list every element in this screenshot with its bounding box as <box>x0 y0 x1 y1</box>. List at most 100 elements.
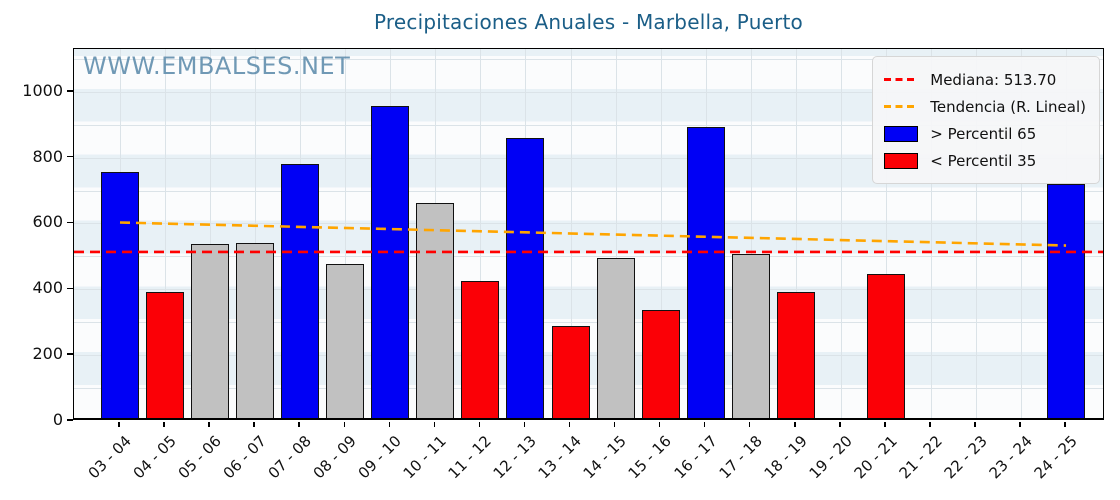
x-tick-label: 23 - 24 <box>985 432 1036 483</box>
x-tick-mark <box>1019 422 1021 427</box>
bar-15-16 <box>641 309 680 418</box>
y-tick-mark <box>67 287 73 290</box>
vertical-gridline <box>345 49 347 418</box>
vertical-gridline <box>885 49 887 418</box>
vertical-gridline <box>1021 49 1022 418</box>
horizontal-gridline <box>74 157 1103 159</box>
x-tick-mark <box>298 422 300 427</box>
x-tick-label: 21 - 22 <box>895 432 946 483</box>
y-tick-label: 400 <box>32 278 63 298</box>
x-tick-mark <box>613 422 616 427</box>
horizontal-gridline <box>74 289 1103 291</box>
vertical-gridline <box>795 49 797 418</box>
vertical-gridline <box>255 49 257 418</box>
x-tick-label: 17 - 18 <box>715 432 766 483</box>
x-tick-label: 22 - 23 <box>940 432 991 483</box>
x-tick-label: 04 - 05 <box>129 432 180 483</box>
x-tick-mark <box>118 422 120 427</box>
vertical-gridline <box>750 49 752 418</box>
x-tick-mark <box>478 422 481 427</box>
legend-item-percentil35: < Percentil 35 <box>884 147 1086 174</box>
percentil65-swatch <box>884 125 919 142</box>
bar-18-19 <box>776 291 815 418</box>
x-tick-label: 18 - 19 <box>760 432 811 483</box>
chart-title: Precipitaciones Anuales - Marbella, Puer… <box>374 10 803 34</box>
trend-line <box>119 221 1067 247</box>
legend-label-median: Mediana: 513.70 <box>930 70 1057 89</box>
x-tick-label: 15 - 16 <box>625 432 676 483</box>
y-tick-label: 0 <box>52 410 63 429</box>
bar-24-25 <box>1047 183 1086 418</box>
x-tick-label: 19 - 20 <box>805 432 856 483</box>
x-tick-mark <box>884 422 886 427</box>
y-tick-label: 200 <box>32 344 63 364</box>
bar-04-05 <box>146 291 185 418</box>
x-tick-mark <box>163 422 165 427</box>
bar-16-17 <box>686 126 725 418</box>
bar-13-14 <box>551 326 590 418</box>
x-tick-label: 05 - 06 <box>174 432 225 483</box>
legend-label-trend: Tendencia (R. Lineal) <box>930 97 1086 116</box>
x-tick-mark <box>343 422 345 427</box>
x-tick-mark <box>388 422 391 427</box>
legend-item-percentil65: > Percentil 65 <box>884 120 1086 147</box>
x-tick-label: 14 - 15 <box>579 432 631 483</box>
vertical-gridline <box>480 49 482 418</box>
x-tick-mark <box>208 422 210 427</box>
y-tick-mark <box>67 353 73 355</box>
x-tick-mark <box>523 422 526 427</box>
x-tick-mark <box>253 422 255 427</box>
vertical-gridline <box>660 49 662 418</box>
legend: Mediana: 513.70 Tendencia (R. Lineal) > … <box>872 56 1100 184</box>
x-tick-mark <box>568 422 571 427</box>
x-tick-label: 12 - 13 <box>489 432 541 483</box>
vertical-gridline <box>975 49 977 418</box>
median-trend-overlay <box>74 221 1103 254</box>
x-tick-label: 08 - 09 <box>309 432 360 483</box>
bar-17-18 <box>731 254 770 418</box>
bar-12-13 <box>506 138 545 418</box>
x-tick-label: 07 - 08 <box>264 432 315 483</box>
x-tick-label: 11 - 12 <box>444 432 496 483</box>
bar-05-06 <box>191 243 230 418</box>
x-tick-mark <box>658 422 661 427</box>
x-tick-mark <box>794 422 796 427</box>
horizontal-gridline <box>74 91 1103 93</box>
horizontal-gridline <box>74 223 1103 225</box>
horizontal-gridline <box>74 322 1103 324</box>
legend-label-percentil65: > Percentil 65 <box>930 124 1037 143</box>
x-tick-label: 13 - 14 <box>534 432 586 483</box>
legend-label-percentil35: < Percentil 35 <box>930 151 1037 170</box>
legend-item-trend: Tendencia (R. Lineal) <box>884 93 1086 120</box>
legend-item-median: Mediana: 513.70 <box>884 66 1086 93</box>
x-tick-label: 03 - 04 <box>84 432 135 483</box>
y-tick-mark <box>67 155 73 158</box>
horizontal-gridline <box>74 124 1103 126</box>
percentil35-swatch <box>884 152 919 169</box>
y-tick-label: 1000 <box>22 80 63 100</box>
x-tick-label: 20 - 21 <box>850 432 901 483</box>
bar-09-10 <box>371 106 410 418</box>
x-tick-mark <box>929 422 931 427</box>
y-tick-label: 600 <box>32 212 63 232</box>
bar-11-12 <box>461 281 500 418</box>
y-tick-label: 800 <box>32 146 63 166</box>
y-tick-mark <box>67 221 73 224</box>
watermark: WWW.EMBALSES.NET <box>83 52 351 80</box>
x-tick-label: 09 - 10 <box>354 432 406 483</box>
bar-08-09 <box>326 263 365 418</box>
x-tick-mark <box>1064 422 1066 427</box>
x-tick-label: 06 - 07 <box>219 432 270 483</box>
horizontal-gridline <box>74 190 1103 192</box>
bar-06-07 <box>236 243 275 418</box>
x-tick-mark <box>433 422 436 427</box>
horizontal-gridline <box>74 58 1103 60</box>
horizontal-gridline <box>74 256 1103 258</box>
y-tick-mark <box>67 419 73 421</box>
vertical-gridline <box>165 49 167 418</box>
x-tick-label: 24 - 25 <box>1030 432 1081 483</box>
x-tick-mark <box>839 422 841 427</box>
bar-14-15 <box>596 258 635 418</box>
vertical-gridline <box>930 49 932 418</box>
